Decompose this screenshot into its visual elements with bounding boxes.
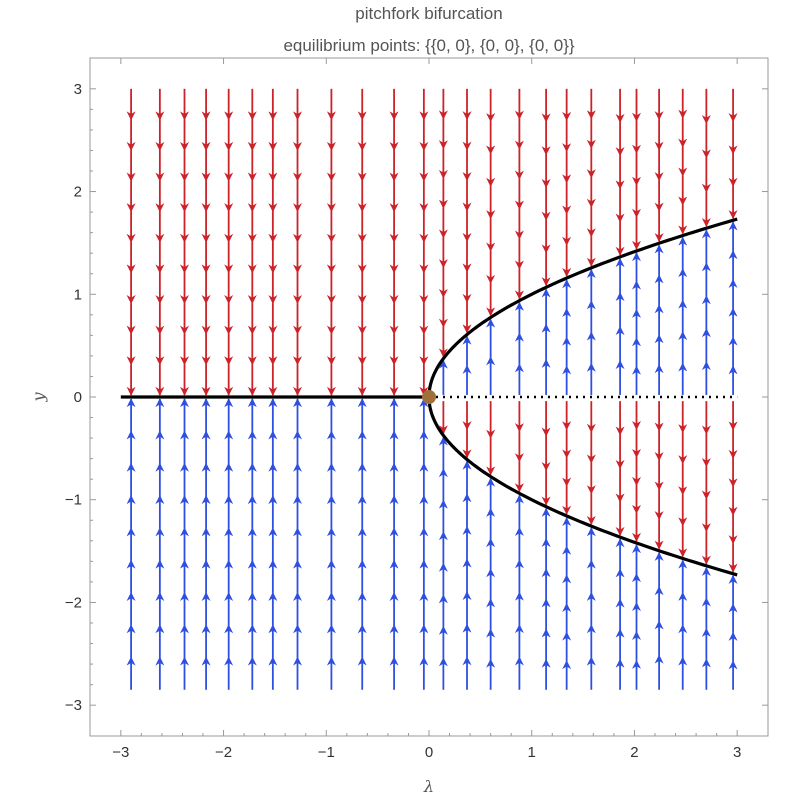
stable-branch-lower <box>427 396 738 577</box>
y-axis-ticks: −3 −2 −1 0 1 2 3 <box>65 81 768 714</box>
x-tick-label: −2 <box>215 744 232 761</box>
bifurcation-point <box>422 390 436 404</box>
y-tick-label: 2 <box>74 184 82 201</box>
x-tick-label: 1 <box>528 744 536 761</box>
y-tick-label: 1 <box>74 286 82 303</box>
x-tick-label: −1 <box>318 744 335 761</box>
y-tick-label: 0 <box>74 389 82 406</box>
x-axis-ticks: −3 −2 −1 0 1 2 3 <box>112 58 741 761</box>
y-tick-label: −2 <box>65 594 82 611</box>
vector-field <box>126 88 738 690</box>
y-tick-label: −1 <box>65 492 82 509</box>
y-tick-label: 3 <box>74 81 82 98</box>
y-axis-label: y <box>29 392 48 403</box>
x-tick-label: 0 <box>425 744 433 761</box>
chart-title: pitchfork bifurcation <box>355 4 502 23</box>
x-tick-label: 2 <box>630 744 638 761</box>
stable-branch-upper <box>427 217 738 398</box>
x-tick-label: −3 <box>112 744 129 761</box>
x-tick-label: 3 <box>733 744 741 761</box>
chart-subtitle: equilibrium points: {{0, 0}, {0, 0}, {0,… <box>283 36 574 55</box>
x-axis-label: λ <box>423 777 434 796</box>
equilibrium-curves <box>120 217 738 577</box>
y-tick-label: −3 <box>65 697 82 714</box>
